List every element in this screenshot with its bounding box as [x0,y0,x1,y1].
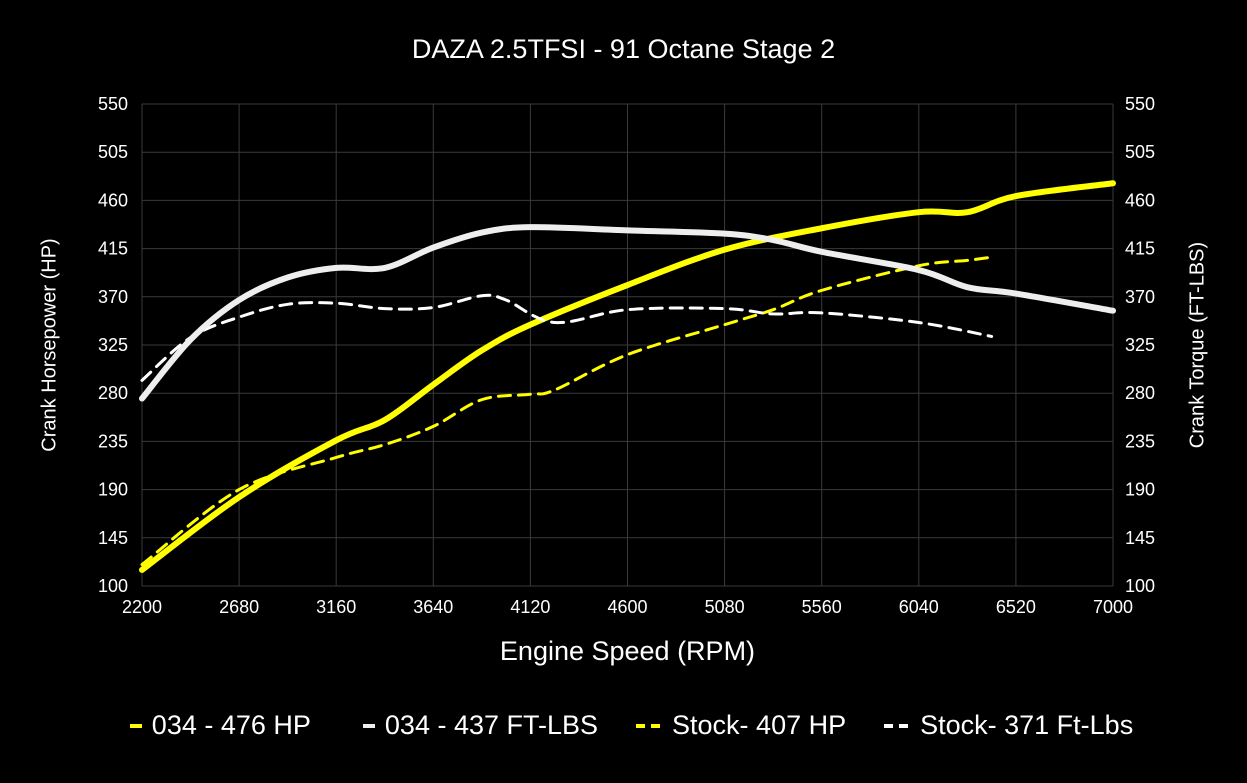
legend-item: Stock- 407 HP [634,710,846,741]
y-tick-label: 235 [98,431,128,451]
legend: 034 - 476 HP 034 - 437 FT-LBS Stock- 407 H… [0,710,1247,741]
y-tick-label: 145 [98,528,128,548]
legend-item: 034 - 437 FT-LBS [347,710,598,741]
series-line-3 [140,255,994,567]
series-line-1 [139,180,1116,573]
y2-axis-label: Crank Torque (FT-LBS) [1186,241,1209,449]
legend-label: Stock- 371 Ft-Lbs [920,710,1134,740]
series-line-4 [140,293,994,382]
y-tick-label: 460 [98,190,128,210]
x-axis-label: Engine Speed (RPM) [499,636,756,666]
x-tick-label: 4600 [607,597,647,617]
chart-title: DAZA 2.5TFSI - 91 Octane Stage 2 [411,34,836,64]
y2-tick-label: 550 [1125,94,1155,114]
y-tick-label: 370 [98,287,128,307]
legend-label: Stock- 407 HP [672,710,847,740]
y-tick-label: 190 [98,480,128,500]
legend-item: Stock- 371 Ft-Lbs [882,710,1133,741]
legend-label: 034 - 437 FT-LBS [384,710,599,740]
y2-tick-label: 145 [1125,528,1155,548]
x-tick-label: 5080 [705,597,745,617]
y2-tick-label: 235 [1125,431,1155,451]
y-axis-label: Crank Horsepower (HP) [38,238,61,452]
x-tick-label: 3640 [413,597,453,617]
legend-item: 034 - 476 HP [114,710,311,741]
x-tick-label: 2680 [219,597,259,617]
y2-tick-label: 370 [1125,287,1155,307]
x-tick-label: 2200 [122,597,162,617]
x-tick-label: 4120 [510,597,550,617]
y2-tick-label: 190 [1125,480,1155,500]
y-tick-label: 415 [98,239,128,259]
x-tick-label: 7000 [1093,597,1133,617]
legend-swatch [884,723,911,728]
legend-label: 034 - 476 HP [151,710,311,740]
x-tick-label: 6520 [996,597,1036,617]
y2-tick-label: 100 [1125,576,1155,596]
legend-swatch [129,723,142,728]
y-tick-label: 280 [98,383,128,403]
y-tick-label: 325 [98,335,128,355]
y2-tick-label: 415 [1125,239,1155,259]
series-line-2 [139,224,1116,402]
y2-tick-label: 505 [1125,142,1155,162]
y-tick-label: 505 [98,142,128,162]
y-tick-label: 550 [98,94,128,114]
legend-swatch [636,723,663,728]
x-tick-label: 3160 [316,597,356,617]
legend-swatch [362,723,375,728]
y2-tick-label: 325 [1125,335,1155,355]
x-tick-label: 5560 [802,597,842,617]
y2-tick-label: 280 [1125,383,1155,403]
x-tick-label: 6040 [899,597,939,617]
y-tick-label: 100 [98,576,128,596]
y2-tick-label: 460 [1125,190,1155,210]
